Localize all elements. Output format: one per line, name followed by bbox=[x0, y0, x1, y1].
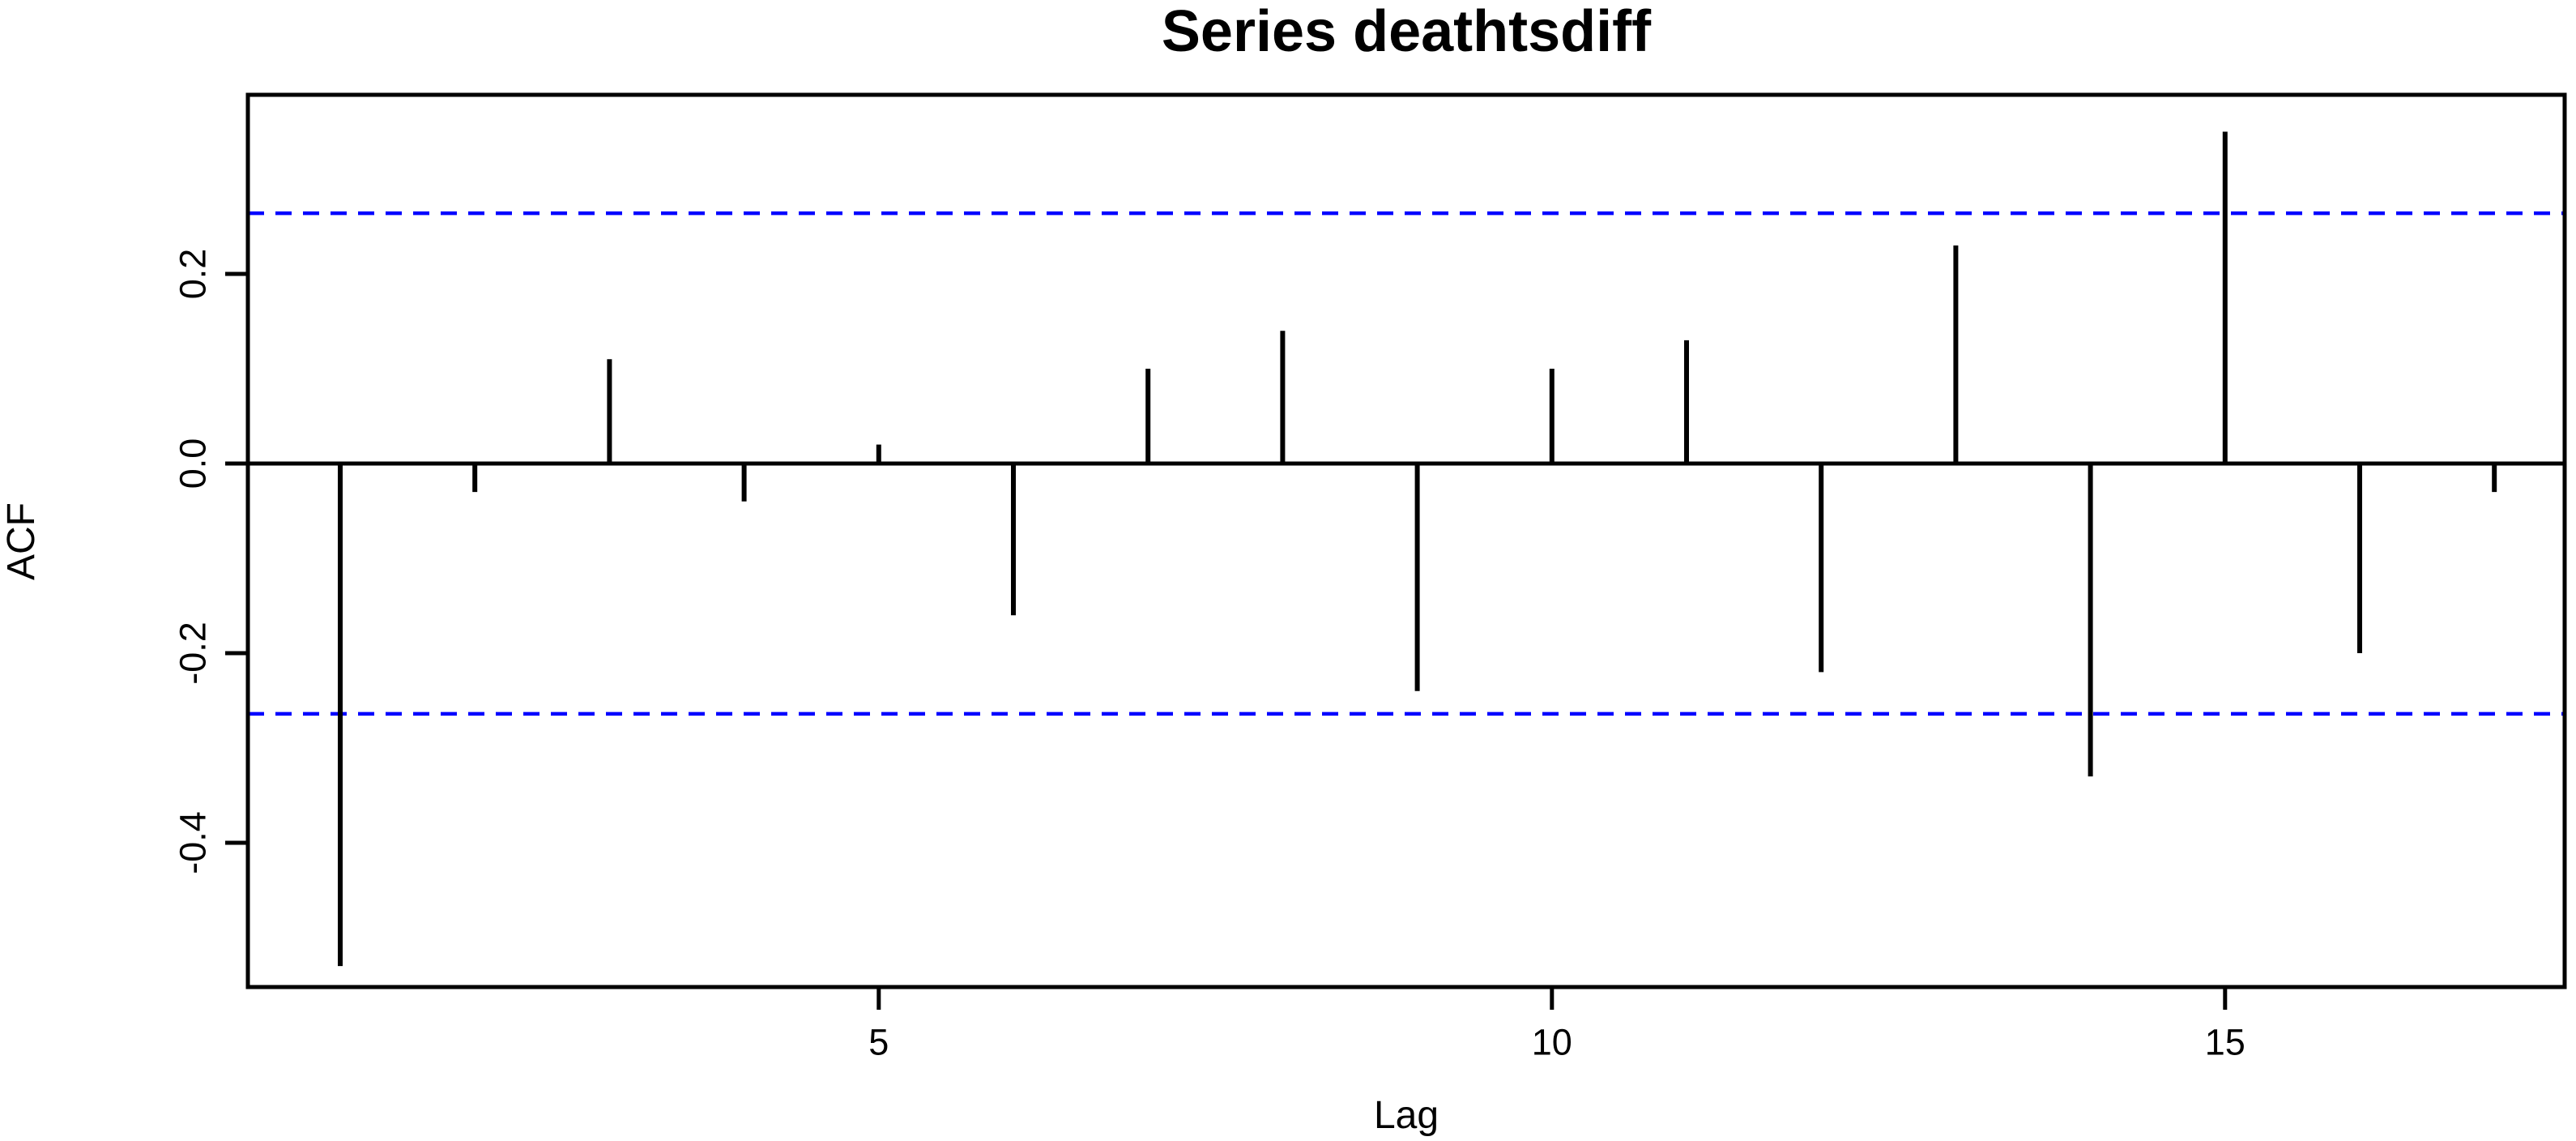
plot-background bbox=[248, 95, 2565, 987]
y-tick-label-0.0: 0.0 bbox=[173, 438, 214, 489]
plot-area: 5 10 15 0.2 0.0 -0.2 -0.4 bbox=[173, 92, 2567, 1063]
chart-title: Series deathtsdiff bbox=[1162, 0, 1652, 64]
y-tick-label--0.2: -0.2 bbox=[173, 622, 214, 685]
x-axis-title: Lag bbox=[1374, 1094, 1439, 1137]
x-tick-label-15: 15 bbox=[2205, 1022, 2245, 1063]
x-tick-label-5: 5 bbox=[868, 1022, 889, 1063]
y-axis-title: ACF bbox=[0, 502, 43, 580]
y-tick-label-0.2: 0.2 bbox=[173, 249, 214, 300]
plot-border bbox=[245, 92, 2567, 989]
y-tick-label--0.4: -0.4 bbox=[173, 811, 214, 874]
x-tick-label-10: 10 bbox=[1532, 1022, 1572, 1063]
